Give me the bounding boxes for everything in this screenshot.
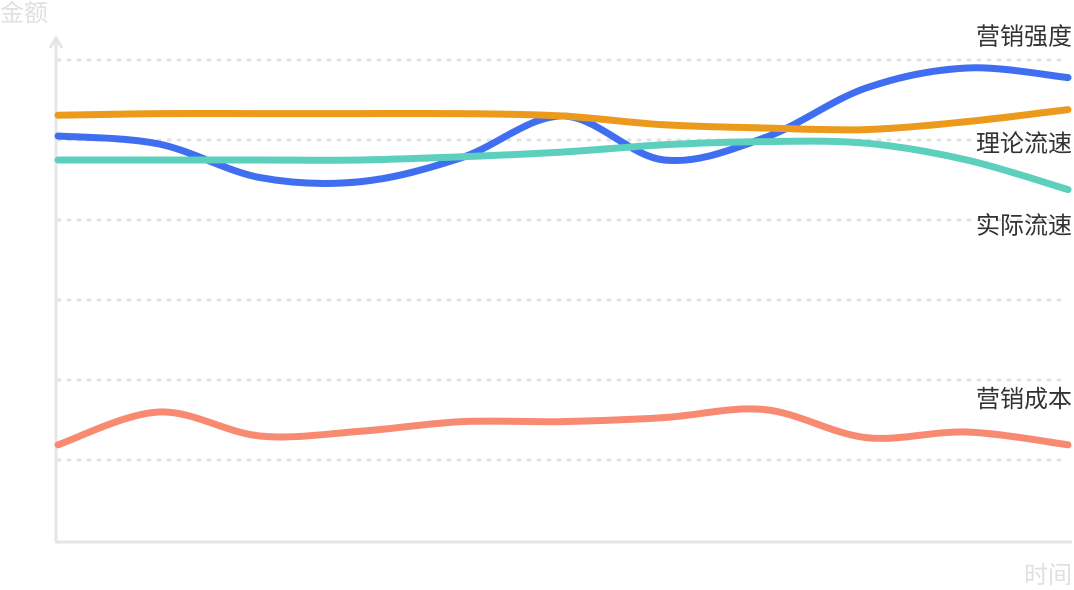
line (54, 137, 1072, 194)
line (54, 106, 1072, 134)
x-axis-label: 时间 (1024, 561, 1072, 589)
legend-label: 理论流速 (976, 130, 1072, 158)
legend-label: 实际流速 (976, 212, 1072, 240)
line (54, 405, 1072, 449)
legend-label: 营销成本 (976, 385, 1072, 413)
y-axis-label: 金额 (0, 0, 48, 27)
y-axis-arrow (48, 35, 64, 49)
legend-label: 营销强度 (976, 23, 1072, 51)
